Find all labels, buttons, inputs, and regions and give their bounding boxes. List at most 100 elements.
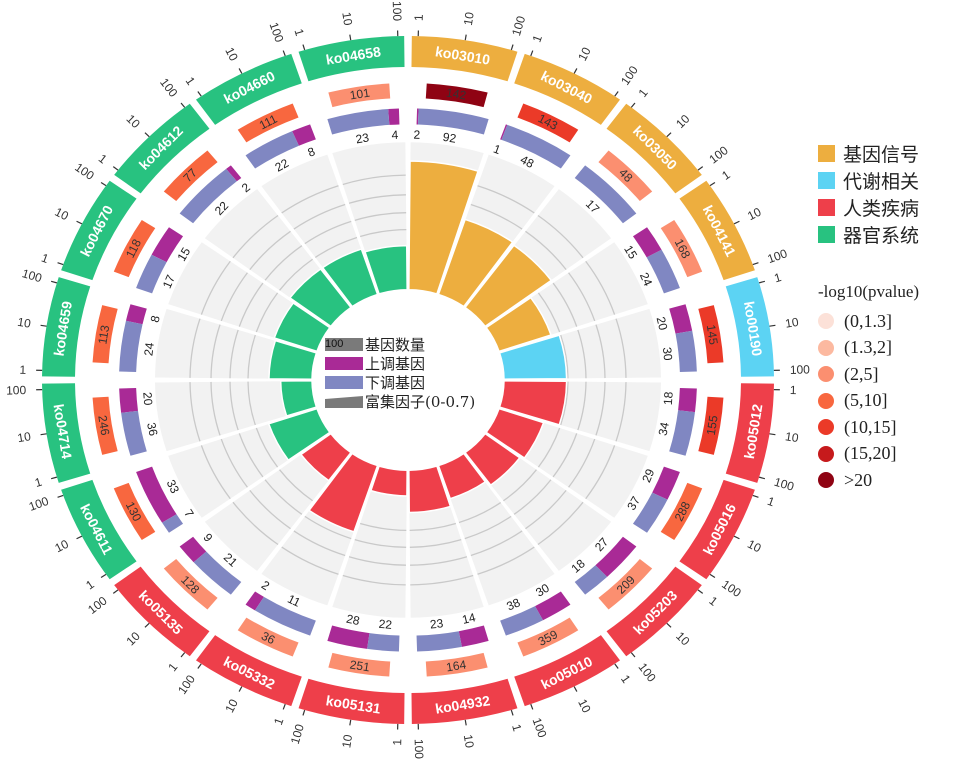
rich-factor-bar — [485, 407, 545, 460]
axis-tick-label: 10 — [123, 112, 143, 132]
gridline — [354, 539, 407, 548]
down-gene-label: 22 — [273, 156, 292, 175]
gridline — [264, 479, 303, 515]
legend-label: 器官系统 — [843, 225, 920, 247]
axis-tick-label: 100 — [85, 593, 110, 617]
up-gene-bar — [179, 536, 207, 563]
axis-tick-label: 100 — [772, 475, 795, 494]
up-gene-label: 15 — [174, 245, 193, 264]
axis-tick — [752, 262, 759, 266]
gene-count-bar — [113, 219, 156, 278]
axis-tick-label: 1 — [39, 251, 50, 267]
up-gene-label: 4 — [391, 128, 399, 142]
axis-tick-label: 1 — [766, 494, 777, 510]
axis-tick — [758, 280, 766, 284]
axis-tick — [197, 91, 202, 97]
axis-tick — [197, 663, 202, 669]
up-gene-bar — [125, 304, 147, 325]
gridline — [264, 245, 303, 281]
axis-tick-label: 1 — [772, 270, 783, 285]
up-gene-bar — [632, 227, 662, 258]
pvalue-legend-item: (10,15] — [818, 414, 919, 441]
down-gene-bar — [574, 165, 637, 224]
gene-count-bar — [163, 558, 218, 610]
rich-factor-bar — [437, 218, 514, 308]
axis-tick-label: 10 — [461, 734, 477, 750]
gene-count-bar — [328, 83, 391, 108]
down-gene-bar — [327, 108, 390, 135]
axis-tick-label: 1 — [33, 475, 44, 490]
axis-tick — [40, 433, 47, 436]
axis-tick — [282, 50, 286, 57]
pathway-sector — [411, 678, 518, 725]
axis-tick — [709, 573, 716, 579]
gridline — [409, 522, 457, 532]
down-gene-label: 37 — [624, 494, 643, 513]
axis-tick — [733, 220, 740, 225]
center-hole — [313, 290, 503, 470]
pvalue-dot — [818, 339, 834, 356]
down-gene-bar — [162, 514, 184, 533]
axis-tick — [180, 652, 186, 658]
up-gene-label: 9 — [200, 531, 215, 545]
gridline — [525, 490, 567, 530]
up-gene-bar — [292, 124, 316, 146]
down-gene-label: 23 — [429, 616, 444, 631]
gridline — [503, 469, 537, 502]
axis-tick — [50, 280, 58, 284]
legend-swatch — [818, 172, 835, 189]
legend-swatch — [818, 199, 835, 216]
axis-tick — [464, 719, 467, 726]
axis-tick-label: 10 — [53, 537, 72, 556]
axis-tick-label: 10 — [222, 45, 241, 64]
down-gene-label: 23 — [355, 130, 371, 146]
gene-count-label: 36 — [259, 629, 278, 648]
axis-tick-label: 1 — [790, 383, 797, 397]
rich-factor-bar — [369, 465, 408, 497]
gridline — [255, 427, 279, 468]
axis-tick-label: 100 — [412, 739, 427, 760]
axis-tick — [40, 324, 47, 327]
gridline — [314, 236, 358, 258]
gene-count-label: 164 — [445, 657, 467, 674]
axis-tick — [100, 573, 107, 579]
pathway-sector — [42, 277, 91, 377]
pvalue-label: (0,1.3] — [844, 310, 892, 331]
axis-tick-label: 10 — [784, 429, 800, 445]
axis-tick — [282, 703, 286, 710]
gridline — [595, 381, 606, 436]
up-gene-label: 33 — [164, 477, 183, 495]
center-legend-count: 100 基因数量 — [325, 335, 475, 354]
down-gene-bar — [669, 410, 695, 456]
down-gene-label: 38 — [504, 595, 522, 613]
up-gene-bar — [226, 165, 242, 182]
up-gene-label: 28 — [345, 612, 361, 629]
gene-count-bar — [163, 150, 218, 202]
gridline — [537, 292, 561, 333]
axis-tick-label: 10 — [461, 11, 477, 27]
center-legend-label: 富集因子(0-0.7) — [365, 393, 476, 411]
pathway-sector — [679, 479, 755, 580]
gene-count-bar — [425, 652, 488, 677]
axis-tick-label: 100 — [288, 722, 307, 745]
gene-count-bar — [92, 305, 118, 364]
gridline — [577, 329, 587, 379]
category-legend-item: 人类疾病 — [818, 194, 919, 221]
sector-background — [155, 380, 317, 452]
down-gene-bar — [254, 596, 316, 636]
axis-tick — [144, 622, 150, 628]
gridline — [189, 382, 201, 442]
axis-tick — [614, 91, 619, 97]
pvalue-label: (10,15] — [844, 416, 897, 437]
gridline — [249, 490, 291, 530]
axis-tick — [464, 34, 467, 41]
legend-label: 人类疾病 — [843, 198, 920, 220]
gridline — [615, 382, 627, 442]
gridline — [552, 433, 578, 478]
gridline — [537, 214, 584, 259]
gridline — [577, 381, 587, 431]
axis-tick — [697, 166, 704, 171]
up-gene-label: 8 — [148, 314, 163, 324]
axis-tick-label: 1 — [618, 672, 634, 686]
